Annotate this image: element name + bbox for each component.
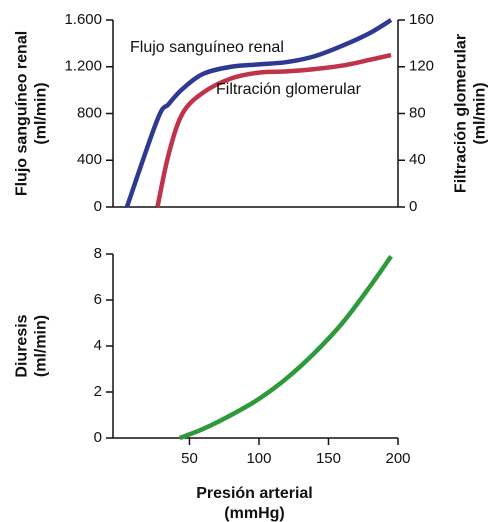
y-tick-label: 2 bbox=[94, 383, 102, 400]
y-tick-label: 6 bbox=[94, 291, 102, 308]
y2-axis-title: (ml/min) bbox=[472, 82, 489, 144]
x-axis-title: Presión arterial bbox=[196, 485, 313, 502]
x-tick-label: 50 bbox=[181, 450, 198, 467]
y-axis-title: Diuresis bbox=[14, 314, 31, 377]
data-line bbox=[178, 255, 393, 441]
y2-tick-label: 160 bbox=[409, 11, 434, 28]
x-tick-label: 100 bbox=[246, 450, 271, 467]
y-tick-label: 800 bbox=[77, 104, 102, 121]
y-tick-label: 0 bbox=[94, 198, 102, 215]
y-tick-label: 1.200 bbox=[64, 58, 102, 75]
x-tick-label: 150 bbox=[316, 450, 341, 467]
y2-tick-label: 0 bbox=[409, 198, 417, 215]
y-axis-title: Flujo sanguíneo renal bbox=[14, 31, 31, 196]
series-label: Filtración glomerular bbox=[216, 81, 362, 98]
y2-tick-label: 120 bbox=[409, 58, 434, 75]
x-axis-title: (mmHg) bbox=[224, 505, 284, 522]
x-tick-label: 200 bbox=[385, 450, 410, 467]
y-tick-label: 1.600 bbox=[64, 11, 102, 28]
y-axis-title: (ml/min) bbox=[33, 315, 50, 377]
y2-tick-label: 40 bbox=[409, 151, 426, 168]
y-tick-label: 8 bbox=[94, 245, 102, 262]
data-line bbox=[155, 52, 392, 208]
y-axis-title: (ml/min) bbox=[33, 82, 50, 144]
y-tick-label: 400 bbox=[77, 151, 102, 168]
y2-tick-label: 80 bbox=[409, 104, 426, 121]
y-tick-label: 0 bbox=[94, 429, 102, 446]
y2-axis-title: Filtración glomerular bbox=[453, 34, 470, 193]
data-line bbox=[124, 18, 393, 208]
y-tick-label: 4 bbox=[94, 337, 102, 354]
series-label: Flujo sanguíneo renal bbox=[130, 39, 284, 56]
